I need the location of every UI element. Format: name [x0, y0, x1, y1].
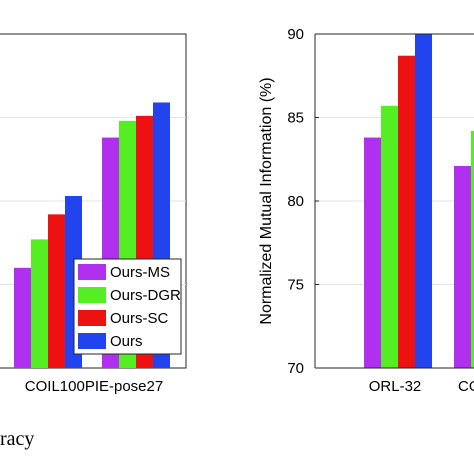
- left-chart-panel: COIL100PIE-pose27 racy Ours-MSOurs-DGROu…: [0, 33, 187, 450]
- right-bars: [364, 34, 474, 369]
- right-y-tick-label: 90: [287, 26, 304, 43]
- bar-orl32-ours-sc: [398, 55, 415, 369]
- legend-label-ours-sc: Ours-SC: [110, 310, 169, 327]
- right-chart-panel: 70 75 80 85 90 Normalized Mutual Information…: [258, 26, 474, 395]
- bar-orl32-ours-ms: [364, 137, 381, 368]
- legend-swatch-ours-ms: [78, 264, 106, 280]
- legend-label-ours-dgr: Ours-DGR: [110, 287, 181, 304]
- right-y-tick-label: 70: [287, 360, 304, 377]
- right-y-tick-label: 75: [287, 277, 304, 294]
- bar-orl32-ours-dgr: [381, 105, 398, 368]
- left-caption: racy: [0, 428, 34, 450]
- right-x-tick-label-1: ORL-32: [369, 378, 422, 395]
- right-x-tick-label-2: CO: [458, 378, 474, 395]
- legend-swatch-ours-dgr: [78, 287, 106, 303]
- legend-swatch-ours: [78, 333, 106, 349]
- legend-label-ours: Ours: [110, 333, 143, 350]
- right-y-ticks: 70 75 80 85 90: [287, 26, 319, 377]
- left-x-tick-label: COIL100PIE-pose27: [25, 378, 163, 395]
- bar-left-group-ours-sc: [48, 214, 65, 368]
- legend-swatch-ours-sc: [78, 310, 106, 326]
- right-y-axis-label: Normalized Mutual Information (%): [258, 77, 275, 324]
- bar-left-group-ours-dgr: [31, 239, 48, 368]
- bar-left-group-ours-ms: [14, 267, 31, 368]
- bar-co-ours-dgr: [471, 130, 474, 368]
- right-y-tick-label: 80: [287, 193, 304, 210]
- bar-co-ours-ms: [454, 165, 471, 368]
- right-y-tick-label: 85: [287, 110, 304, 127]
- legend-label-ours-ms: Ours-MS: [110, 264, 170, 281]
- legend: Ours-MS Ours-DGR Ours-SC Ours: [73, 258, 182, 355]
- bar-orl32-ours: [415, 34, 432, 368]
